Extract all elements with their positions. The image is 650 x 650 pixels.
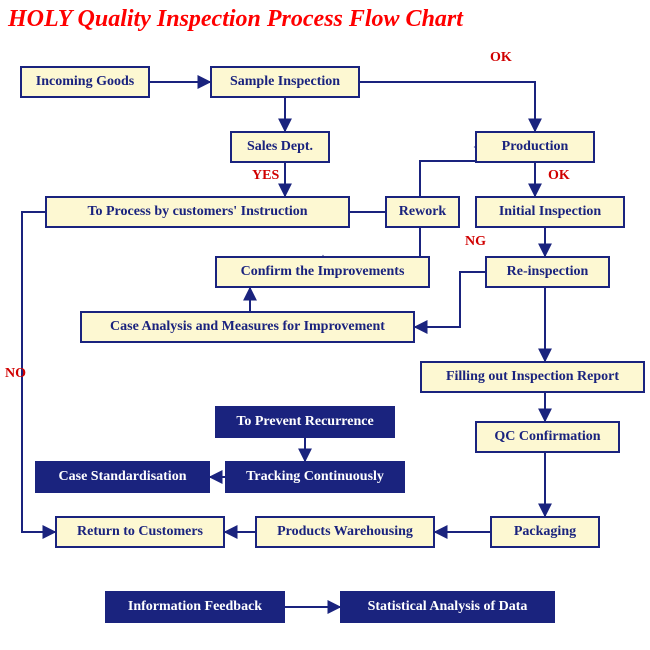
node-stats: Statistical Analysis of Data [340, 591, 555, 623]
edge-label: NG [465, 234, 486, 250]
node-warehousing: Products Warehousing [255, 516, 435, 548]
node-initial: Initial Inspection [475, 196, 625, 228]
node-infofb: Information Feedback [105, 591, 285, 623]
page-title: HOLY Quality Inspection Process Flow Cha… [0, 0, 650, 33]
node-sales: Sales Dept. [230, 131, 330, 163]
node-tracking: Tracking Continuously [225, 461, 405, 493]
node-sample: Sample Inspection [210, 66, 360, 98]
edges-layer [0, 36, 650, 650]
edge-label: OK [548, 168, 570, 184]
edge [360, 82, 535, 131]
node-production: Production [475, 131, 595, 163]
node-filling: Filling out Inspection Report [420, 361, 645, 393]
edge-label: NO [5, 366, 26, 382]
node-caseanalysis: Case Analysis and Measures for Improveme… [80, 311, 415, 343]
node-casestd: Case Standardisation [35, 461, 210, 493]
node-process: To Process by customers' Instruction [45, 196, 350, 228]
node-packaging: Packaging [490, 516, 600, 548]
edge-label: YES [252, 168, 279, 184]
node-confirm: Confirm the Improvements [215, 256, 430, 288]
node-return: Return to Customers [55, 516, 225, 548]
node-prevent: To Prevent Recurrence [215, 406, 395, 438]
node-qcconf: QC Confirmation [475, 421, 620, 453]
node-rework: Rework [385, 196, 460, 228]
node-incoming: Incoming Goods [20, 66, 150, 98]
flowchart-canvas: Incoming Goods Sample Inspection Sales Dep… [0, 36, 650, 650]
node-reinspect: Re-inspection [485, 256, 610, 288]
edge-label: OK [490, 50, 512, 66]
